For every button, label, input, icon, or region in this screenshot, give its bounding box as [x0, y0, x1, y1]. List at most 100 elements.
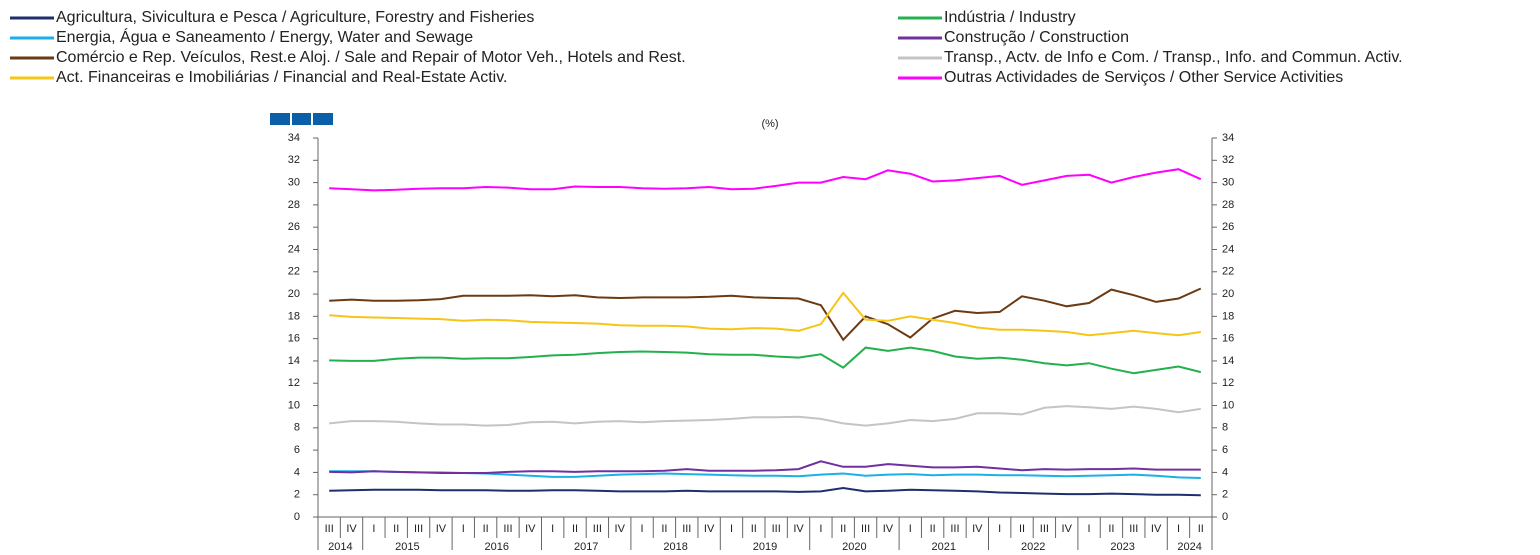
x-tick-label: I	[1088, 523, 1091, 535]
legend-label: Transp., Actv. de Info e Com. / Transp.,…	[944, 49, 1403, 66]
x-tick-label: IV	[436, 523, 447, 535]
y2-tick-label: 22	[1222, 266, 1234, 278]
year-label: 2023	[1110, 541, 1134, 550]
x-tick-label: III	[325, 523, 334, 535]
year-label: 2022	[1021, 541, 1045, 550]
x-tick-label: I	[462, 523, 465, 535]
x-tick-label: I	[909, 523, 912, 535]
y2-tick-label: 24	[1222, 243, 1234, 255]
y2-tick-label: 2	[1222, 489, 1228, 501]
y-tick-label: 16	[288, 333, 300, 345]
y-tick-label: 26	[288, 221, 300, 233]
y-tick-label: 0	[294, 511, 300, 523]
y-tick-label: 4	[294, 466, 300, 478]
x-tick-label: III	[772, 523, 781, 535]
legend-label: Act. Financeiras e Imobiliárias / Financ…	[56, 69, 507, 86]
x-tick-label: IV	[972, 523, 983, 535]
x-tick-label: III	[682, 523, 691, 535]
x-tick-label: III	[593, 523, 602, 535]
series-line	[329, 486, 1201, 497]
year-label: 2017	[574, 541, 598, 550]
x-tick-label: II	[1019, 523, 1025, 535]
series-line	[329, 168, 1202, 192]
x-tick-label: III	[414, 523, 423, 535]
y2-tick-label: 28	[1222, 199, 1234, 211]
y2-tick-label: 12	[1222, 377, 1234, 389]
toolbar-button[interactable]	[292, 113, 311, 125]
y2-tick-label: 34	[1222, 132, 1234, 144]
year-label: 2024	[1177, 541, 1201, 550]
year-label: 2014	[328, 541, 352, 550]
year-label: 2021	[932, 541, 956, 550]
y-tick-label: 18	[288, 310, 300, 322]
year-label: 2018	[663, 541, 687, 550]
year-label: 2016	[485, 541, 509, 550]
x-tick-label: I	[1177, 523, 1180, 535]
x-tick-label: IV	[346, 523, 357, 535]
x-tick-label: I	[819, 523, 822, 535]
x-tick-label: IV	[525, 523, 536, 535]
year-label: 2015	[395, 541, 419, 550]
y2-tick-label: 0	[1222, 511, 1228, 523]
series-line	[329, 346, 1202, 375]
year-label: 2020	[842, 541, 866, 550]
y-tick-label: 14	[288, 355, 300, 367]
x-tick-label: III	[950, 523, 959, 535]
x-tick-label: I	[730, 523, 733, 535]
y-tick-label: 20	[288, 288, 300, 300]
series-line	[329, 405, 1201, 427]
y2-tick-label: 20	[1222, 288, 1234, 300]
y-tick-label: 6	[294, 444, 300, 456]
y-tick-label: 34	[288, 132, 300, 144]
legend-label: Agricultura, Sivicultura e Pesca / Agric…	[56, 9, 534, 26]
y-tick-label: 22	[288, 266, 300, 278]
x-tick-label: II	[572, 523, 578, 535]
x-tick-label: IV	[615, 523, 626, 535]
y-tick-label: 10	[288, 399, 300, 411]
legend-label: Comércio e Rep. Veículos, Rest.e Aloj. /…	[56, 49, 686, 66]
legend-label: Indústria / Industry	[944, 9, 1076, 26]
y-tick-label: 2	[294, 489, 300, 501]
y-tick-label: 32	[288, 154, 300, 166]
toolbar-button[interactable]	[313, 113, 333, 125]
x-tick-label: III	[861, 523, 870, 535]
series-line	[329, 291, 1201, 337]
series-line	[329, 460, 1201, 474]
x-tick-label: II	[393, 523, 399, 535]
y-tick-label: 28	[288, 199, 300, 211]
unit-label: (%)	[761, 118, 778, 130]
x-tick-label: II	[1198, 523, 1204, 535]
x-tick-label: IV	[704, 523, 715, 535]
legend-label: Construção / Construction	[944, 29, 1129, 46]
y2-tick-label: 8	[1222, 422, 1228, 434]
y2-tick-label: 14	[1222, 355, 1234, 367]
y2-tick-label: 16	[1222, 333, 1234, 345]
x-tick-label: I	[998, 523, 1001, 535]
y2-tick-label: 10	[1222, 399, 1234, 411]
x-tick-label: II	[930, 523, 936, 535]
legend-label: Energia, Água e Saneamento / Energy, Wat…	[56, 27, 473, 46]
x-tick-label: II	[483, 523, 489, 535]
year-label: 2019	[753, 541, 777, 550]
y2-tick-label: 26	[1222, 221, 1234, 233]
y-tick-label: 8	[294, 422, 300, 434]
x-tick-label: III	[503, 523, 512, 535]
legend-label: Outras Actividades de Serviços / Other S…	[944, 69, 1343, 86]
x-tick-label: III	[1040, 523, 1049, 535]
x-tick-label: I	[551, 523, 554, 535]
x-tick-label: II	[840, 523, 846, 535]
x-tick-label: II	[661, 523, 667, 535]
x-tick-label: IV	[883, 523, 894, 535]
y2-tick-label: 32	[1222, 154, 1234, 166]
y-tick-label: 30	[288, 176, 300, 188]
y2-tick-label: 6	[1222, 444, 1228, 456]
toolbar-button[interactable]	[270, 113, 290, 125]
y2-tick-label: 18	[1222, 310, 1234, 322]
x-tick-label: IV	[1062, 523, 1073, 535]
y-tick-label: 12	[288, 377, 300, 389]
x-tick-label: II	[1108, 523, 1114, 535]
x-tick-label: I	[641, 523, 644, 535]
y-tick-label: 24	[288, 243, 300, 255]
x-tick-label: II	[751, 523, 757, 535]
